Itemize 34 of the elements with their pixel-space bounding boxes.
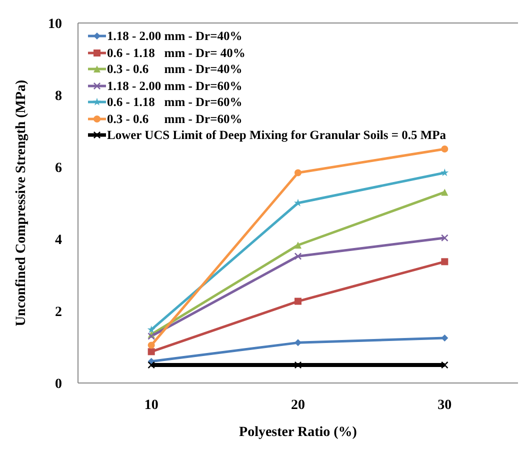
y-tick-label: 0: [55, 376, 62, 392]
legend-label: 0.6 - 1.18 mm - Dr= 40%: [107, 44, 246, 61]
point: [148, 348, 155, 356]
point: [441, 362, 448, 368]
point: [441, 234, 448, 242]
legend-label: 0.3 - 0.6 mm - Dr=60%: [107, 110, 242, 127]
point: [441, 188, 448, 196]
y-tick-label: 8: [55, 88, 62, 104]
x-tick-label: 20: [291, 398, 305, 413]
point: [294, 242, 302, 249]
point: [148, 342, 155, 349]
y-tick-label: 10: [48, 16, 62, 32]
legend-label: 1.18 - 2.00 mm - Dr=60%: [107, 78, 242, 94]
y-axis-title: Unconfined Compressive Strength (MPa): [14, 79, 29, 326]
legend-label: 1.18 - 2.00 mm - Dr=40%: [107, 28, 242, 44]
point: [294, 298, 302, 305]
x-tick-label: 30: [438, 398, 452, 413]
x-tick-label: 10: [144, 398, 158, 413]
point: [441, 146, 448, 152]
legend-label: 0.6 - 1.18 mm - Dr=60%: [107, 94, 242, 110]
point: [441, 258, 448, 266]
point: [294, 169, 302, 176]
y-tick-label: 6: [55, 160, 62, 176]
legend-label: 0.3 - 0.6 mm - Dr=40%: [107, 61, 242, 78]
legend-label: Lower UCS Limit of Deep Mixing for Granular Soils = 0.5 MPa: [107, 127, 446, 144]
x-axis-title: Polyester Ratio (%): [239, 425, 358, 440]
y-tick-label: 2: [55, 304, 62, 320]
point: [441, 334, 448, 342]
point: [440, 168, 449, 176]
point: [294, 339, 302, 346]
y-tick-label: 4: [55, 232, 62, 248]
point: [148, 362, 155, 368]
point: [294, 252, 302, 260]
point: [147, 326, 156, 334]
